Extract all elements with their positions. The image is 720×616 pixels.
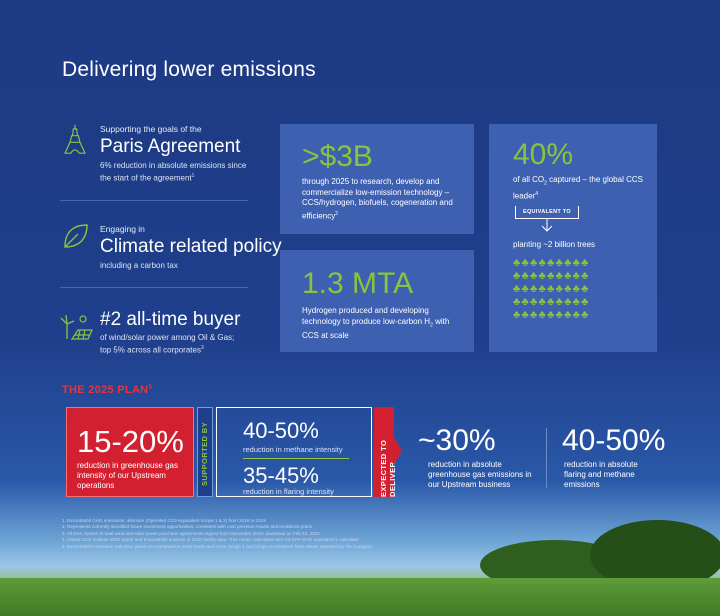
investment-tile: >$3B through 2025 to research, develop a… [280, 124, 474, 234]
arrow-right-icon [393, 436, 402, 466]
absolute-value: ~30% [418, 424, 496, 457]
divider [243, 458, 349, 459]
eiffel-tower-icon [64, 124, 86, 154]
plan-main-text: reduction in greenhouse gas intensity of… [77, 461, 178, 490]
buyer-detail: of wind/solar power among Oil & Gas; top… [100, 333, 235, 355]
flaring-value: 35-45% [243, 463, 319, 488]
flare-methane-value: 40-50% [562, 424, 666, 457]
hydrogen-text: Hydrogen produced and developing technol… [302, 306, 450, 340]
buyer-headline: #2 all-time buyer [100, 309, 241, 330]
footnote: 3. All time, based on total wind and sol… [62, 530, 320, 536]
leaf-icon [64, 224, 88, 248]
flaring-text: reduction in flaring intensity [243, 487, 334, 496]
supported-by-label: SUPPORTED BY [200, 422, 209, 486]
hydrogen-tile: 1.3 MTA Hydrogen produced and developing… [280, 250, 474, 352]
tree-grid-icon: ♣♣♣♣♣♣♣♣♣ ♣♣♣♣♣♣♣♣♣ ♣♣♣♣♣♣♣♣♣ ♣♣♣♣♣♣♣♣♣ … [513, 257, 590, 321]
policy-detail: including a carbon tax [100, 261, 178, 270]
paris-headline: Paris Agreement [100, 136, 241, 157]
plan-main-box: 15-20% reduction in greenhouse gas inten… [66, 407, 194, 497]
footnote: 5. ExxonMobil's emission reduction plans… [62, 543, 373, 549]
paris-kicker: Supporting the goals of the [100, 124, 202, 134]
policy-kicker: Engaging in [100, 224, 145, 234]
footnotes: 1. ExxonMobil GHG emissions, absolute (O… [62, 518, 462, 550]
arrow-down-icon [541, 219, 553, 232]
ccs-text: of all CO2 captured – the global CCS lea… [513, 175, 643, 201]
divider [60, 200, 248, 201]
plan-sub-targets: 40-50% reduction in methane intensity 35… [216, 407, 372, 497]
policy-headline: Climate related policy [100, 236, 282, 257]
plan-title: THE 2025 PLAN5 [62, 384, 153, 396]
ccs-tile: 40% of all CO2 captured – the global CCS… [489, 124, 657, 352]
paris-detail: 6% reduction in absolute emissions since… [100, 161, 247, 183]
methane-value: 40-50% [243, 418, 319, 443]
absolute-text: reduction in absolute greenhouse gas emi… [428, 460, 532, 489]
footnote: 1. ExxonMobil GHG emissions, absolute (O… [62, 518, 266, 523]
ccs-value: 40% [513, 138, 574, 171]
divider [60, 287, 248, 288]
expected-strip: EXPECTED TO DELIVER [374, 407, 397, 497]
footnote: 2. Represents currently identified futur… [62, 524, 312, 530]
flare-methane-text: reduction in absolute flaring and methan… [564, 460, 638, 489]
investment-text: through 2025 to research, develop and co… [302, 177, 453, 221]
equivalent-badge: EQUIVALENT TO [515, 206, 579, 219]
footnote: 4. Global CCS Institute 2020 report and … [62, 537, 359, 543]
methane-text: reduction in methane intensity [243, 445, 343, 454]
trees-text: planting ~2 billion trees [513, 240, 596, 249]
page-title: Delivering lower emissions [62, 58, 316, 81]
plan-main-value: 15-20% [77, 424, 184, 459]
grass-field [0, 578, 720, 616]
supported-by-strip: SUPPORTED BY [197, 407, 213, 497]
divider [546, 428, 547, 488]
hydrogen-value: 1.3 MTA [302, 267, 414, 300]
investment-value: >$3B [302, 140, 373, 173]
wind-solar-icon [60, 314, 93, 340]
